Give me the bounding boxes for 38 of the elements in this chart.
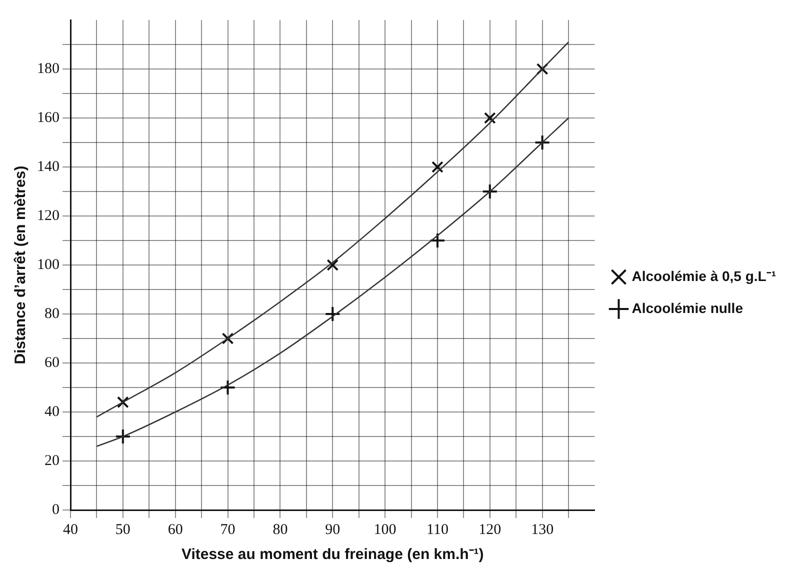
line-series bbox=[96, 117, 570, 447]
x-tick-label: 100 bbox=[374, 522, 396, 538]
legend-label: Alcoolémie à 0,5 g.L⁻¹ bbox=[632, 268, 776, 284]
y-tick-label: 40 bbox=[44, 404, 60, 420]
point bbox=[482, 184, 498, 200]
x-tick-label: 130 bbox=[531, 522, 554, 538]
point bbox=[536, 63, 548, 75]
line-series bbox=[96, 41, 570, 418]
point bbox=[220, 380, 236, 396]
x-tick-label: 60 bbox=[168, 522, 183, 538]
point bbox=[432, 161, 444, 173]
x-tick-label: 110 bbox=[426, 522, 448, 538]
point bbox=[324, 306, 341, 322]
point bbox=[429, 232, 446, 248]
y-tick-label: 180 bbox=[37, 60, 60, 77]
y-tick-label: 60 bbox=[44, 354, 60, 371]
x-tick-label: 50 bbox=[115, 522, 130, 538]
point bbox=[114, 428, 131, 444]
y-tick-label: 140 bbox=[37, 158, 60, 175]
y-tick-label: 0 bbox=[52, 502, 60, 518]
point bbox=[116, 396, 129, 408]
x-tick-label: 90 bbox=[325, 522, 340, 538]
point bbox=[484, 112, 496, 124]
y-axis-title: Distance d’arrêt (en mètres) bbox=[12, 166, 30, 364]
point bbox=[326, 259, 339, 271]
x-tick-label: 80 bbox=[272, 522, 288, 538]
legend-label: Alcoolémie nulle bbox=[632, 300, 744, 316]
point bbox=[222, 332, 234, 344]
y-tick-label: 160 bbox=[37, 110, 60, 126]
x-tick-label: 120 bbox=[478, 522, 502, 538]
y-tick-label: 120 bbox=[37, 208, 60, 224]
y-tick-label: 100 bbox=[37, 256, 60, 273]
x-tick-label: 70 bbox=[220, 522, 236, 538]
y-tick-label: 80 bbox=[44, 306, 60, 322]
y-tick-label: 20 bbox=[44, 452, 60, 469]
point bbox=[534, 134, 550, 150]
x-tick-label: 40 bbox=[63, 522, 78, 538]
x-axis-title: Vitesse au moment du freinage (en km.h⁻¹) bbox=[181, 546, 484, 564]
